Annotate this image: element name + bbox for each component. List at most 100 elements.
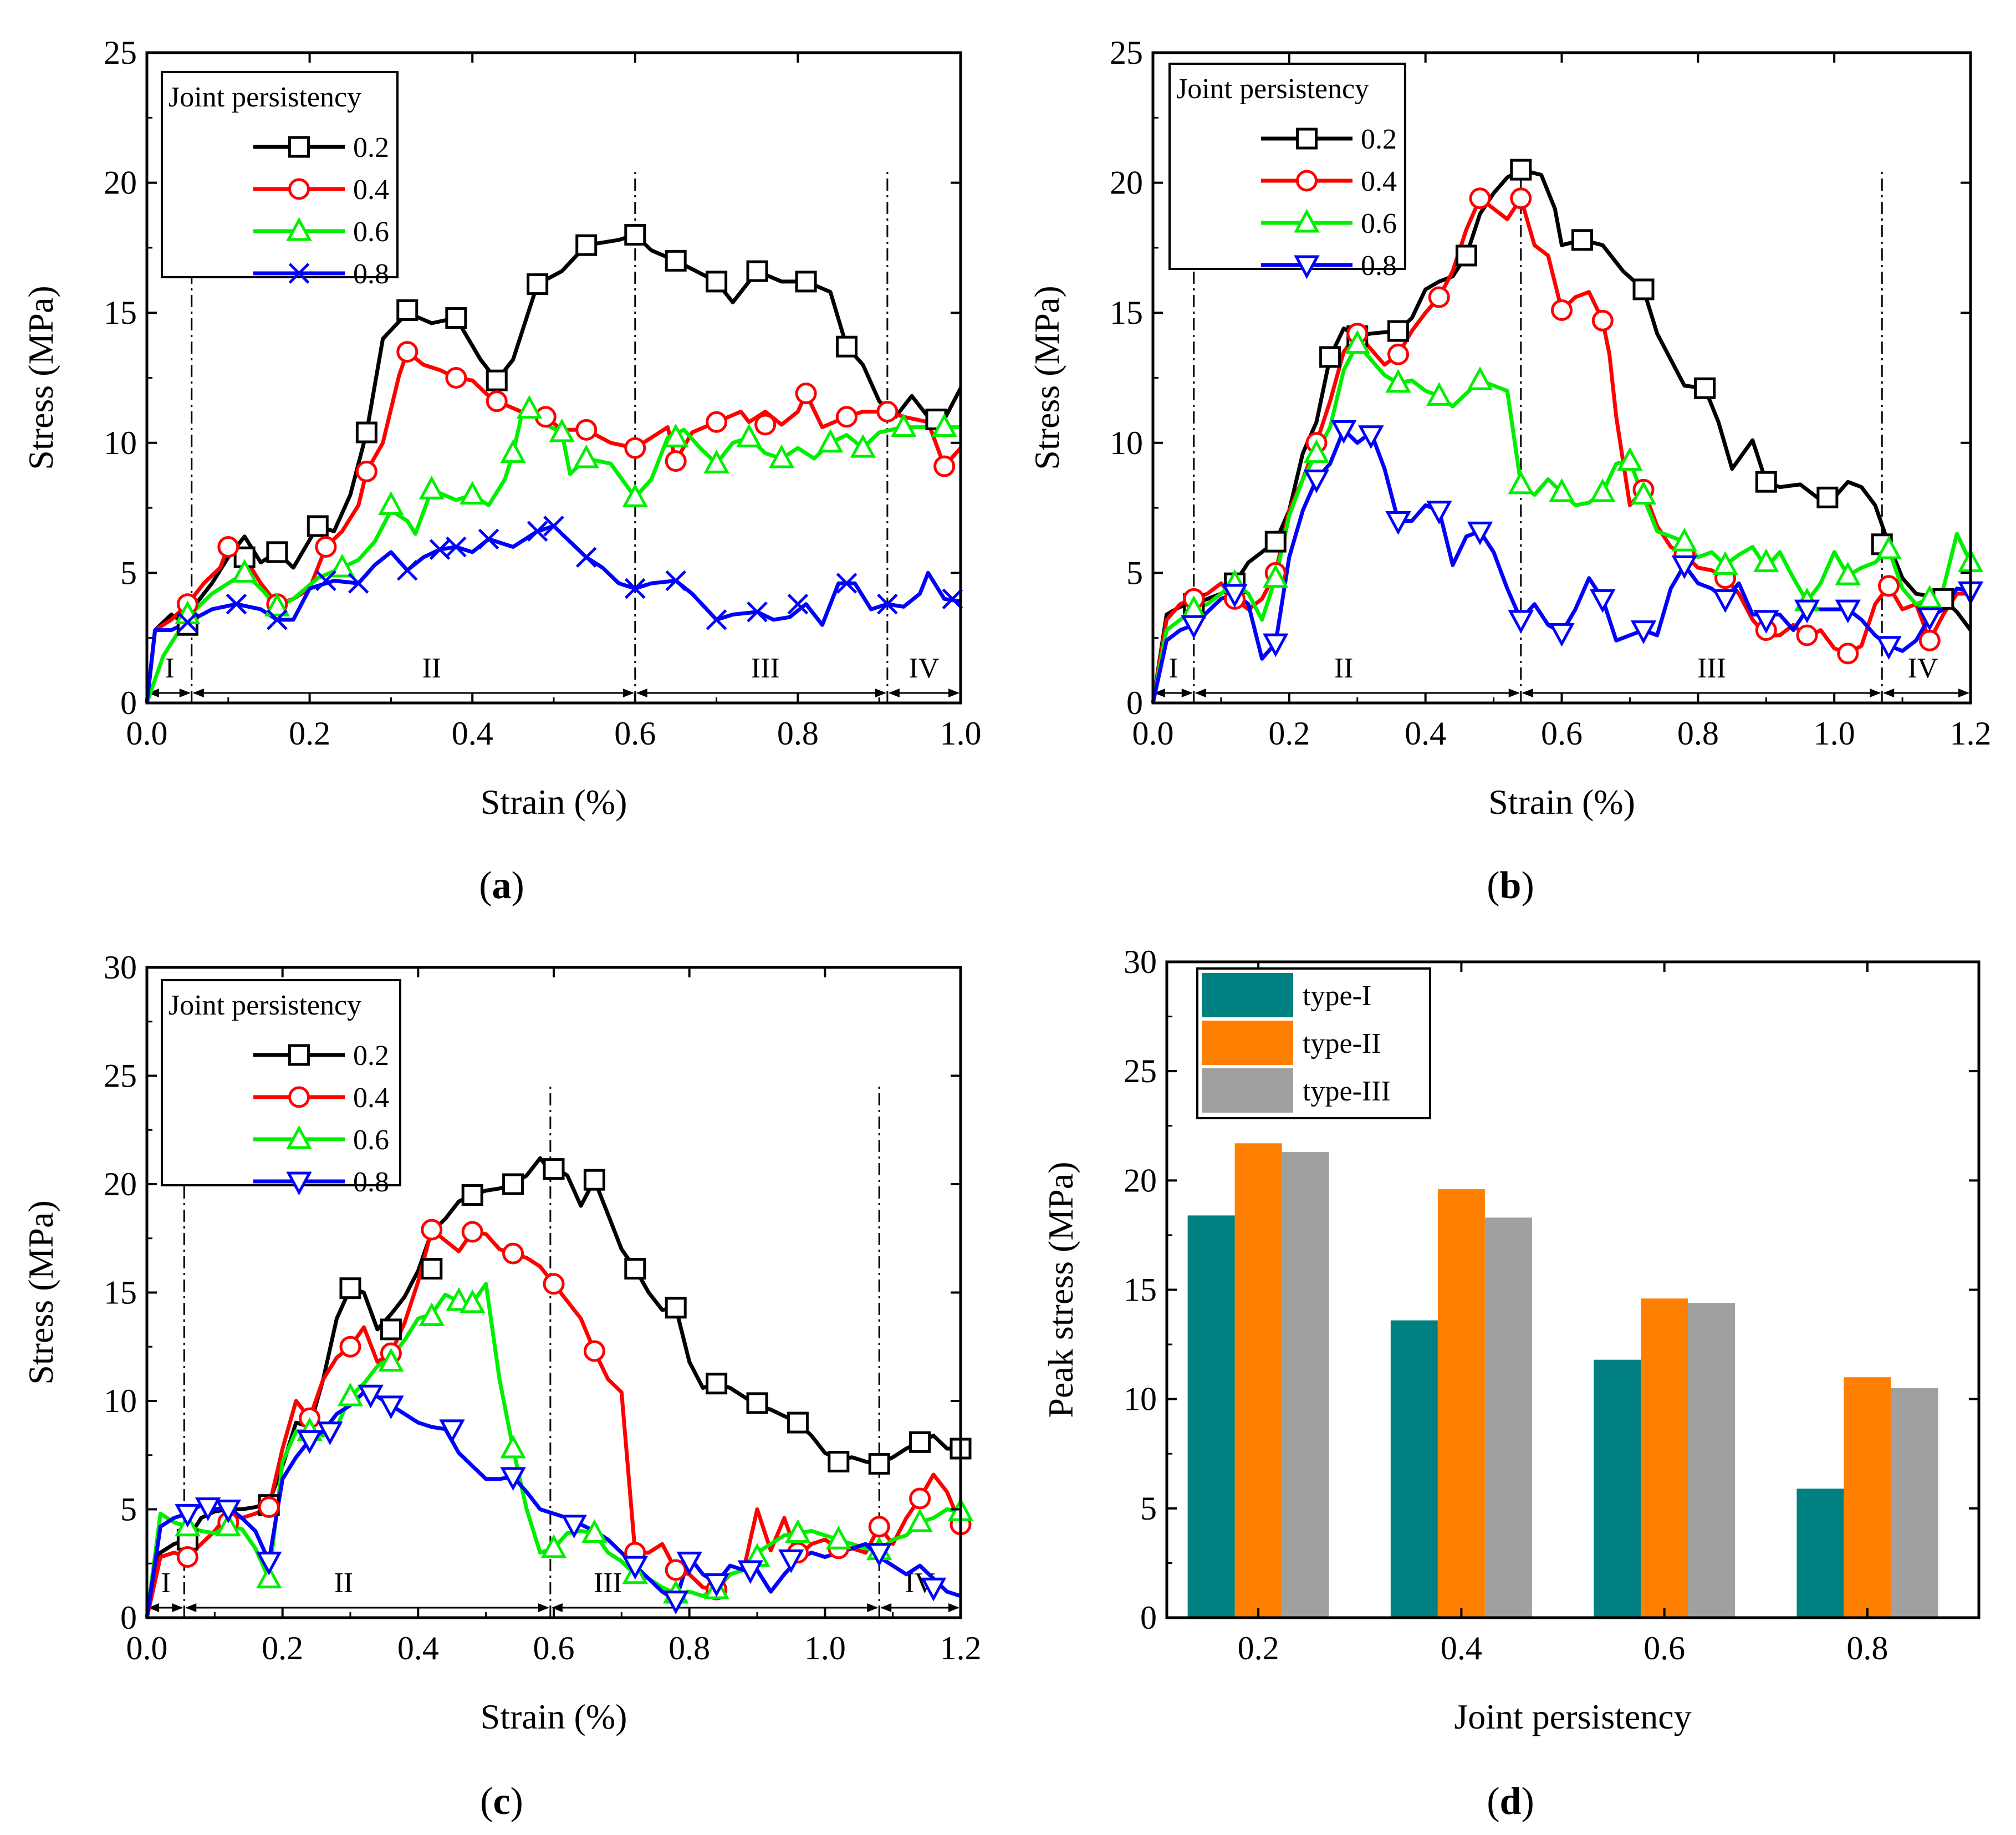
data-point-marker xyxy=(1387,343,1409,365)
data-point-marker xyxy=(662,1591,689,1614)
data-point-marker xyxy=(339,1336,361,1358)
x-tick-label: 1.0 xyxy=(940,715,982,752)
data-point-marker xyxy=(1632,278,1655,300)
stage-label: IV xyxy=(909,653,940,684)
y-tick-label: 20 xyxy=(104,1166,137,1202)
data-point-marker xyxy=(942,588,963,610)
data-point-marker xyxy=(549,418,575,442)
data-point-marker xyxy=(315,536,337,558)
data-point-marker xyxy=(1344,330,1370,354)
x-axis-title: Strain (%) xyxy=(1488,782,1635,822)
legend-marker xyxy=(288,136,310,158)
data-point-marker xyxy=(486,369,508,391)
data-point-marker xyxy=(329,553,355,578)
data-point-marker xyxy=(355,421,377,444)
data-point-marker xyxy=(1549,478,1575,502)
data-point-marker xyxy=(339,1277,361,1299)
data-point-marker xyxy=(1508,470,1534,495)
data-point-marker xyxy=(703,450,729,473)
y-tick-label: 25 xyxy=(1110,34,1143,71)
data-point-marker xyxy=(516,395,543,419)
y-tick-label: 5 xyxy=(120,1491,137,1528)
data-point-marker xyxy=(177,611,198,633)
data-point-marker xyxy=(909,1487,931,1510)
data-point-marker xyxy=(307,515,329,537)
data-point-marker xyxy=(850,434,876,458)
data-point-marker xyxy=(787,593,809,615)
data-point-marker xyxy=(907,1508,933,1532)
data-point-marker xyxy=(1385,369,1411,393)
data-point-marker xyxy=(1917,585,1943,609)
data-point-marker xyxy=(266,541,288,563)
legend-label: 0.4 xyxy=(1361,166,1397,197)
stage-arrow-head-right xyxy=(1508,689,1520,697)
stage-arrow-head-left xyxy=(880,1603,892,1612)
x-tick-label: 1.2 xyxy=(1950,715,1992,752)
data-point-marker xyxy=(540,1534,567,1558)
data-point-marker xyxy=(380,1318,402,1340)
x-tick-label: 1.0 xyxy=(1814,715,1855,752)
x-tick-label: 0.4 xyxy=(452,715,493,752)
data-point-marker xyxy=(378,1348,404,1372)
x-tick-label: 0.8 xyxy=(668,1630,710,1666)
legend-box xyxy=(161,979,401,1186)
data-point-marker xyxy=(747,602,768,623)
data-point-marker xyxy=(1303,469,1330,493)
data-point-marker xyxy=(527,521,548,542)
legend-marker xyxy=(288,263,310,284)
data-point-marker xyxy=(1835,561,1861,585)
legend-marker xyxy=(288,1086,310,1108)
data-point-marker xyxy=(1878,575,1900,597)
legend-marker xyxy=(1294,208,1320,233)
legend-box xyxy=(1168,63,1406,270)
data-point-marker xyxy=(1712,589,1738,613)
stage-arrow-head-right xyxy=(1181,689,1193,697)
x-tick-label: 1.0 xyxy=(804,1630,846,1666)
legend-swatch xyxy=(1202,1068,1293,1113)
data-point-marker xyxy=(1319,346,1341,368)
data-point-marker xyxy=(835,406,858,428)
data-point-marker xyxy=(1428,286,1450,308)
y-tick-label: 5 xyxy=(1140,1490,1157,1527)
data-point-marker xyxy=(315,570,336,592)
stage-arrow-head-left xyxy=(148,689,159,697)
data-point-marker xyxy=(665,570,686,592)
data-point-marker xyxy=(418,476,445,499)
data-point-marker xyxy=(1551,299,1573,322)
y-tick-label: 30 xyxy=(1124,944,1157,980)
x-tick-label: 0.2 xyxy=(262,1630,303,1666)
series-line-0-2 xyxy=(145,232,963,704)
data-point-marker xyxy=(754,414,777,436)
x-tick-label: 0.8 xyxy=(1677,715,1719,752)
data-point-marker xyxy=(933,455,956,477)
bar-type-I-0.2 xyxy=(1187,1215,1235,1618)
data-point-marker xyxy=(215,1500,242,1523)
data-point-marker xyxy=(575,547,597,568)
data-point-marker xyxy=(500,1434,526,1459)
data-point-marker xyxy=(1387,320,1409,342)
legend-label: type-II xyxy=(1303,1028,1381,1059)
data-point-marker xyxy=(217,536,239,558)
legend-label: 0.8 xyxy=(353,1166,389,1198)
x-tick-label: 0.2 xyxy=(289,715,330,752)
data-point-marker xyxy=(622,1556,649,1580)
data-point-marker xyxy=(175,1503,201,1528)
data-point-marker xyxy=(256,1551,282,1576)
data-point-marker xyxy=(1549,623,1575,647)
stage-arrow-head-left xyxy=(1522,689,1533,697)
y-tick-label: 20 xyxy=(1124,1162,1157,1199)
caption-b: (b) xyxy=(1487,864,1534,907)
stage-arrow-head-right xyxy=(1958,689,1969,697)
bar-type-II-0.4 xyxy=(1437,1189,1485,1618)
data-point-marker xyxy=(1671,527,1697,552)
data-point-marker xyxy=(1837,643,1859,665)
stage-arrow-head-right xyxy=(172,1603,183,1612)
bar-type-III-0.8 xyxy=(1891,1388,1938,1618)
legend-label: type-I xyxy=(1303,980,1371,1012)
data-point-marker xyxy=(459,1289,486,1313)
legend-label: 0.2 xyxy=(1361,124,1397,155)
stage-arrow-head-left xyxy=(148,1603,159,1612)
stage-arrow-head-right xyxy=(538,1603,549,1612)
data-point-marker xyxy=(258,1496,280,1518)
